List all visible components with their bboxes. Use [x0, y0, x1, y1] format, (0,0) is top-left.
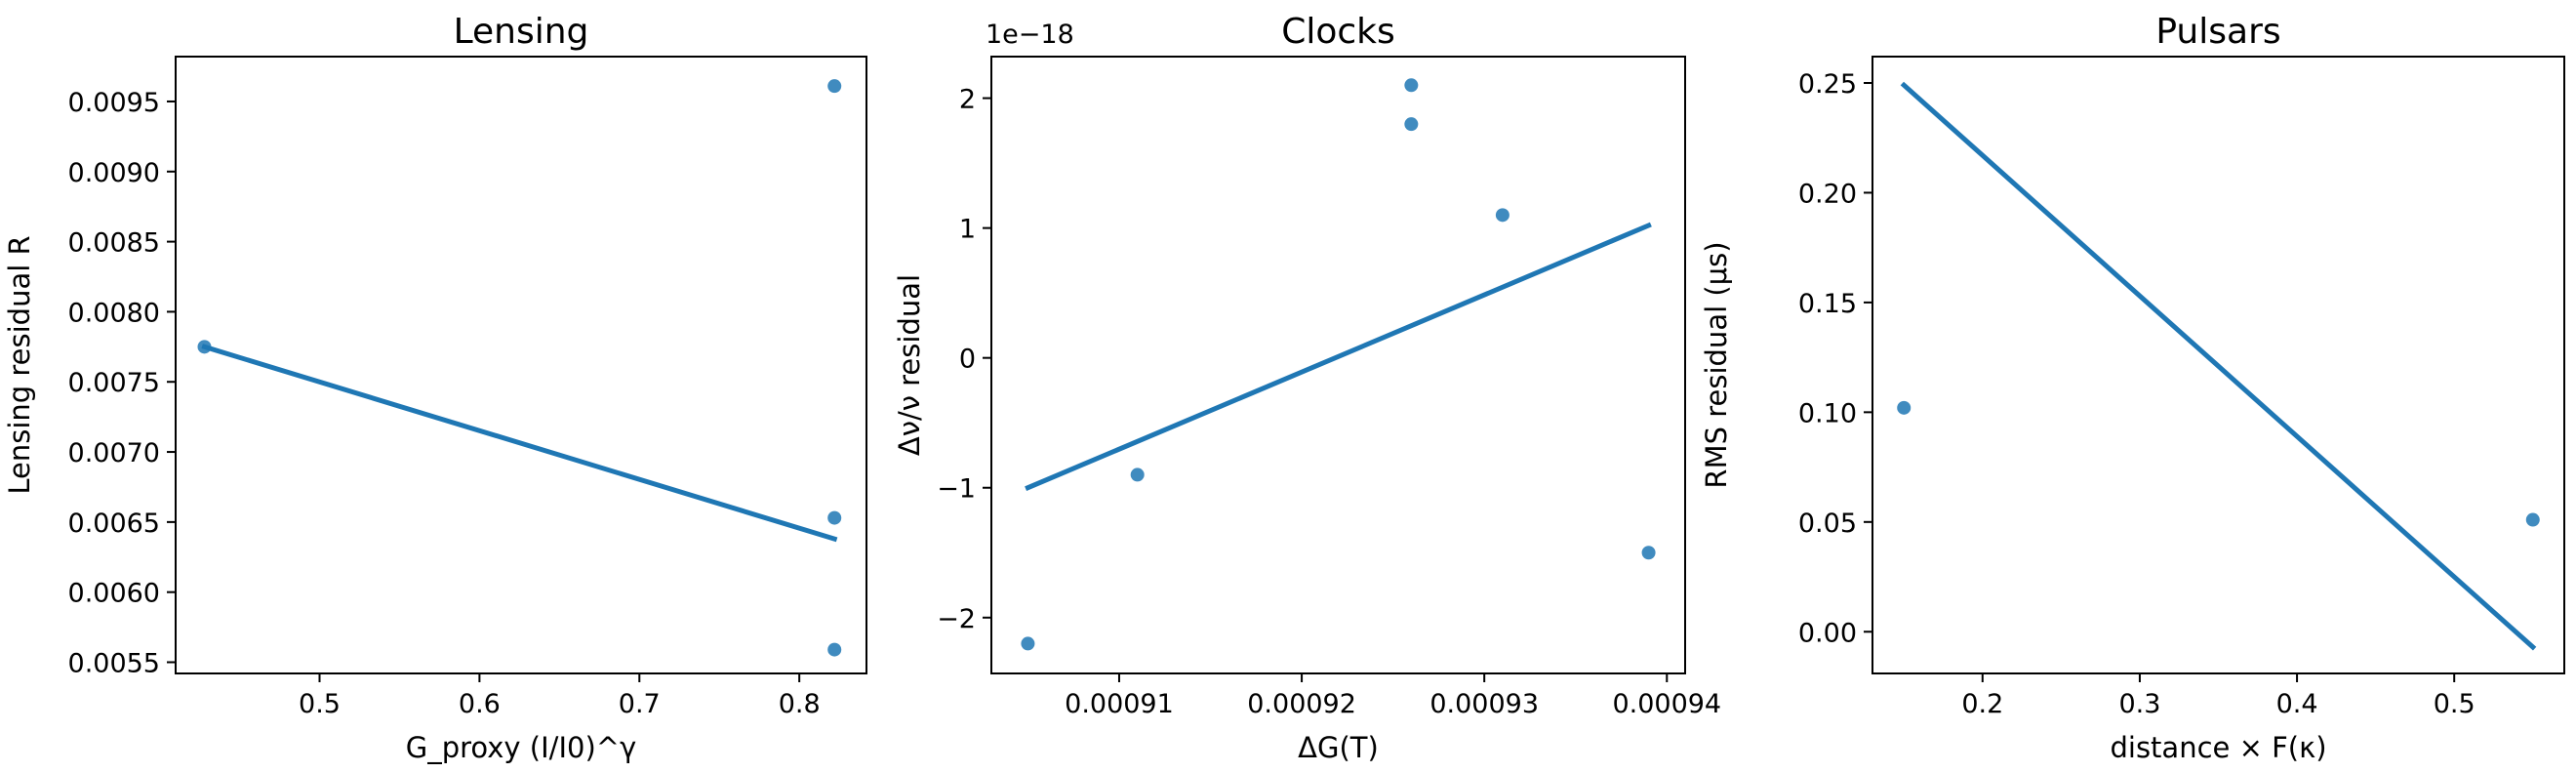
data-point	[1495, 208, 1509, 223]
y-tick-label: 0.25	[1798, 69, 1857, 100]
x-tick-label: 0.00094	[1612, 689, 1721, 719]
y-tick-label: 2	[959, 85, 976, 115]
y-tick-label: 0.20	[1798, 179, 1857, 209]
y-tick-label: 0.0070	[68, 438, 160, 468]
x-tick-label: 0.00093	[1429, 689, 1539, 719]
y-tick-label: 0.00	[1798, 618, 1857, 648]
x-axis-label: distance × F(κ)	[2110, 731, 2326, 764]
data-point	[2525, 512, 2540, 527]
y-tick-label: 0.15	[1798, 289, 1857, 319]
y-tick-label: 0.0075	[68, 368, 160, 398]
y-offset-label: 1e−18	[986, 20, 1074, 50]
y-axis-label: RMS residual (μs)	[1700, 241, 1733, 488]
y-axis-label: Δν/ν residual	[893, 274, 926, 456]
x-tick-label: 0.7	[619, 689, 661, 719]
plot-frame	[175, 56, 867, 674]
y-tick-label: 0.0085	[68, 228, 160, 259]
data-point	[827, 79, 842, 94]
y-tick-label: 0.0080	[68, 298, 160, 328]
data-point	[1404, 78, 1419, 93]
chart-panel-0: 0.5 0.6 0.7 0.8 0.0055 0.0060 0.0065 0.0070 0.00…	[3, 12, 867, 764]
data-point	[827, 510, 842, 525]
x-tick-label: 0.00091	[1065, 689, 1174, 719]
data-point	[1897, 400, 1912, 415]
y-tick-label: −1	[937, 474, 976, 505]
y-tick-label: 0.0090	[68, 158, 160, 188]
chart-title: Clocks	[1281, 12, 1395, 52]
plot-frame	[1872, 56, 2565, 674]
y-tick-label: 0.0095	[68, 88, 160, 118]
chart-panel-1: 0.00091 0.00092 0.00093 0.00094 −2 −1 0 1 2 Clock…	[893, 12, 1721, 764]
y-tick-label: 0.0065	[68, 509, 160, 539]
x-tick-label: 0.8	[779, 689, 821, 719]
fit-line	[1025, 222, 1652, 492]
chart-panel-2: 0.2 0.3 0.4 0.5 0.00 0.05 0.10 0.15 0.20 0.25 Puls…	[1700, 12, 2565, 764]
x-tick-label: 0.6	[459, 689, 501, 719]
x-tick-label: 0.5	[299, 689, 341, 719]
x-axis-label: ΔG(T)	[1298, 731, 1379, 764]
x-tick-label: 0.4	[2276, 689, 2318, 719]
x-axis-label: G_proxy (I/I0)^γ	[406, 731, 636, 764]
data-point	[197, 340, 212, 354]
x-tick-label: 0.2	[1961, 689, 2003, 719]
data-point	[827, 642, 842, 657]
data-point	[1641, 546, 1656, 560]
y-tick-label: −2	[937, 604, 976, 634]
plot-frame	[990, 56, 1686, 674]
data-point	[1130, 468, 1145, 482]
x-tick-label: 0.5	[2434, 689, 2475, 719]
y-tick-label: 0.05	[1798, 509, 1857, 539]
y-tick-label: 0.0060	[68, 579, 160, 609]
x-tick-label: 0.00092	[1247, 689, 1356, 719]
y-tick-label: 0.10	[1798, 398, 1857, 428]
data-point	[1021, 636, 1035, 651]
y-tick-label: 0.0055	[68, 649, 160, 679]
x-tick-label: 0.3	[2118, 689, 2160, 719]
fit-line	[1900, 81, 2537, 651]
y-tick-label: 1	[959, 215, 976, 245]
chart-title: Lensing	[454, 12, 589, 52]
y-axis-label: Lensing residual R	[3, 235, 36, 494]
fit-line	[201, 344, 838, 543]
y-tick-label: 0	[959, 345, 976, 375]
chart-title: Pulsars	[2155, 12, 2280, 52]
data-point	[1404, 117, 1419, 132]
